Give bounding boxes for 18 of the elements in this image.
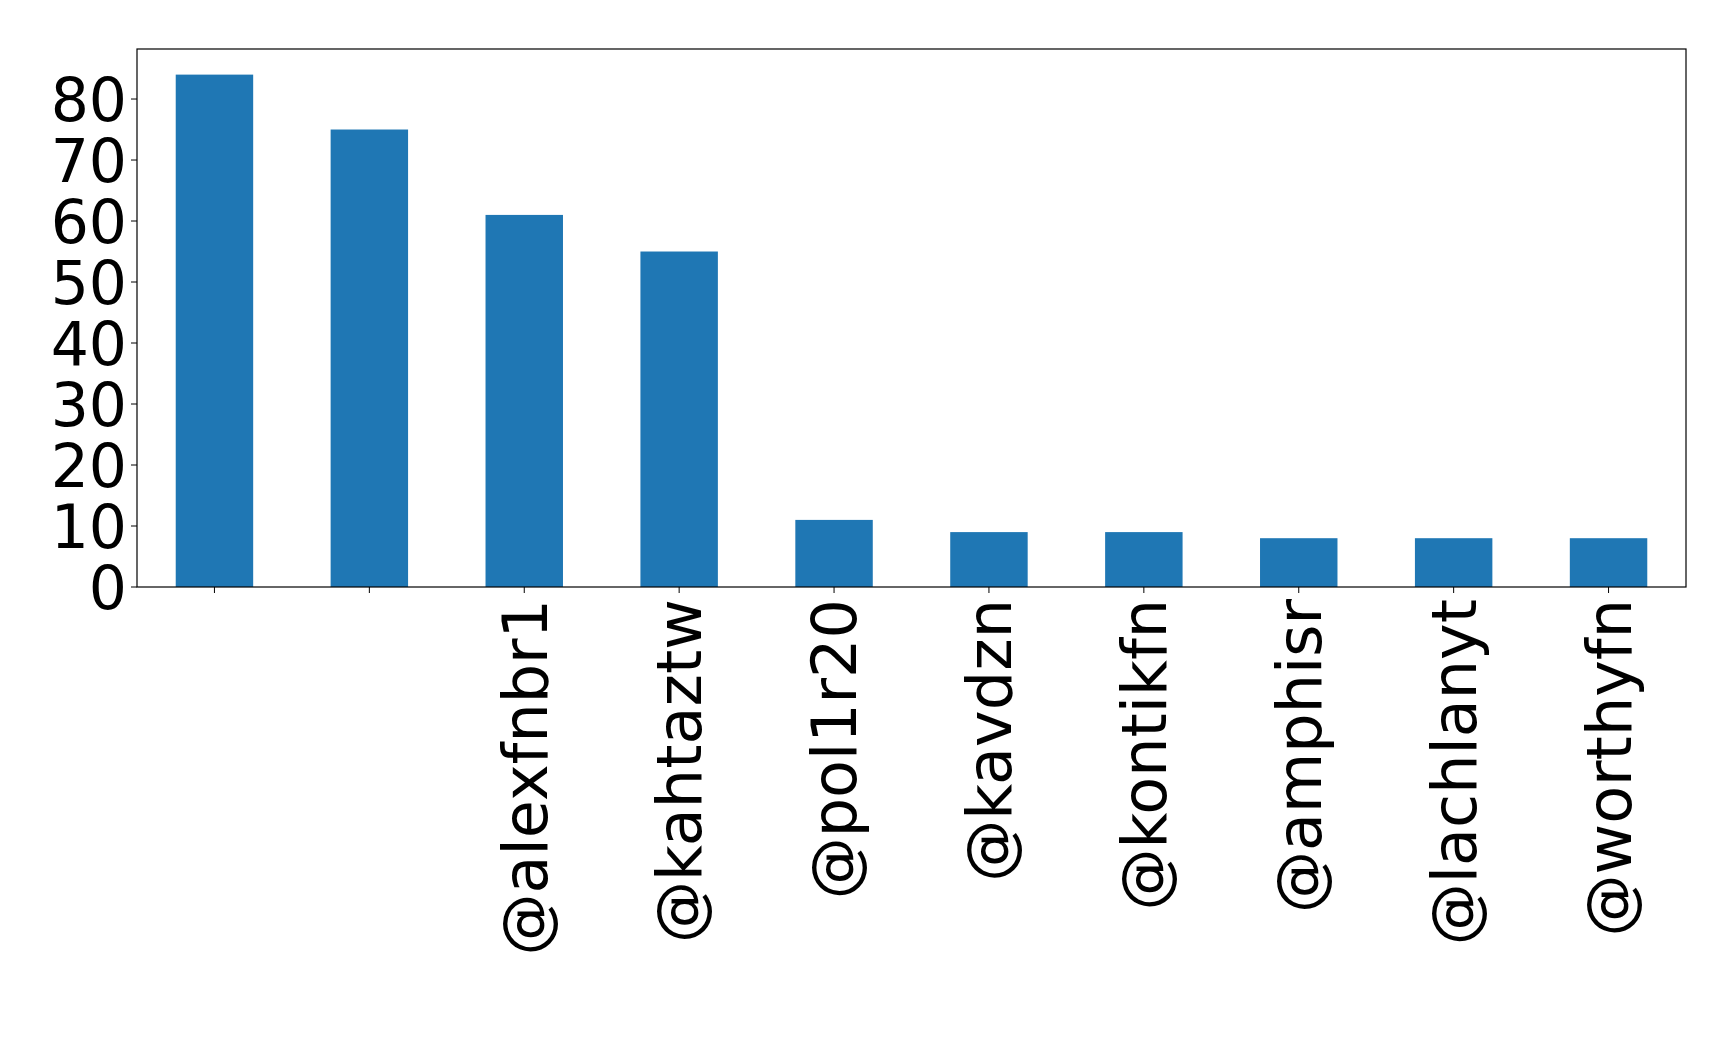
- x-tick-label: @lachlanyt: [1417, 599, 1491, 946]
- bar: [795, 519, 873, 587]
- bar: [175, 74, 254, 587]
- x-tick-label: @worthyfn: [1572, 599, 1646, 937]
- x-tick-label: @kahtaztw: [643, 599, 717, 943]
- bar: [1569, 538, 1648, 587]
- bar: [330, 129, 409, 587]
- bar: [950, 532, 1028, 587]
- bar: [485, 214, 563, 587]
- x-tick-label: @amphisr: [1263, 598, 1337, 914]
- x-tick-label: @kavdzn: [953, 599, 1027, 882]
- bar: [1260, 538, 1338, 587]
- x-tick-label: @pol1r20: [798, 599, 872, 900]
- x-tick-label: @alexfnbr1: [488, 599, 562, 956]
- x-tick-label: @kontikfn: [1108, 599, 1182, 911]
- bar: [1105, 532, 1183, 587]
- bar: [1414, 538, 1493, 587]
- bar: [640, 251, 718, 587]
